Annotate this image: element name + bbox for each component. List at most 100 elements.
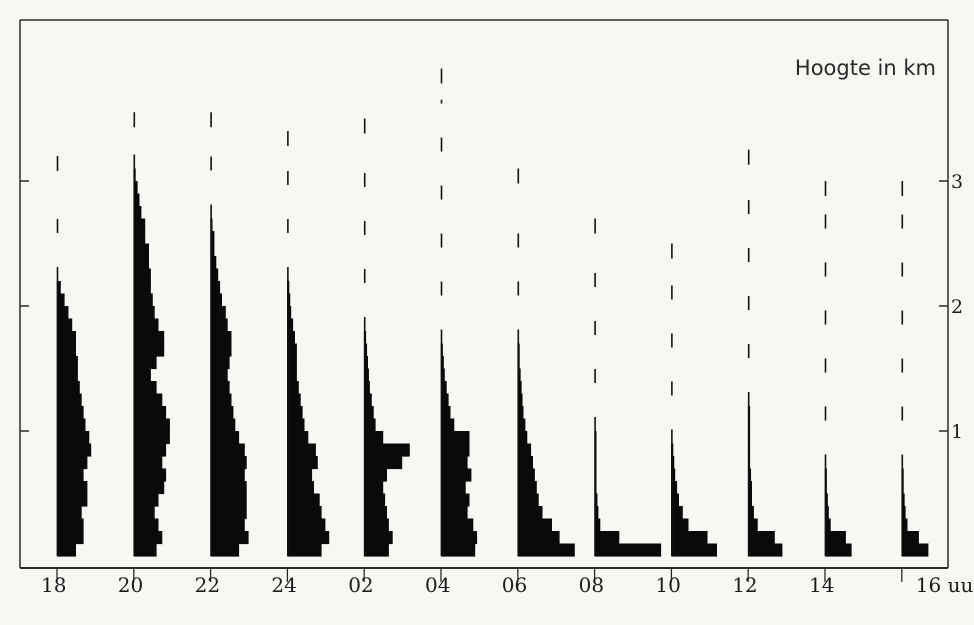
profile-06 <box>517 168 575 557</box>
profile-bar <box>364 456 403 470</box>
profile-bar <box>825 531 846 545</box>
x-tick-label: 04 <box>425 573 450 597</box>
x-tick-label: 24 <box>271 573 296 597</box>
profile-bar <box>287 406 303 420</box>
profile-bar <box>441 381 447 395</box>
profile-bar <box>210 443 245 457</box>
profile-bar <box>517 381 522 395</box>
profile-14 <box>824 181 852 557</box>
profile-bar <box>57 518 84 532</box>
y-tick-labels: 1 2 3 <box>951 171 963 443</box>
profile-bar <box>364 368 369 382</box>
profile-bar <box>517 481 537 495</box>
profile-bar <box>210 468 245 482</box>
profile-bar <box>441 518 474 532</box>
profile-bar <box>57 343 76 357</box>
profile-bar <box>364 443 410 457</box>
profile-02 <box>363 118 410 557</box>
profile-bar <box>287 518 326 532</box>
profile-bar <box>364 468 387 482</box>
profile-bar <box>364 381 370 395</box>
profile-bar <box>517 418 526 432</box>
x-tick-label: 06 <box>502 573 527 597</box>
profile-bar <box>287 543 322 557</box>
profile-bar <box>57 406 84 420</box>
profile-bar <box>671 481 678 495</box>
profile-bar <box>57 531 84 545</box>
profile-bar <box>517 543 575 557</box>
profile-bar <box>133 218 146 232</box>
profile-bar <box>133 368 151 382</box>
profile-bar <box>287 443 316 457</box>
profile-bar <box>210 431 240 445</box>
profile-bar <box>210 393 232 407</box>
profile-bar <box>671 543 717 557</box>
profile-bar <box>133 468 167 482</box>
profile-bar <box>287 468 313 482</box>
profile-bar <box>364 418 376 432</box>
profile-bar <box>671 493 679 507</box>
profile-bar <box>133 231 146 245</box>
profile-bar <box>901 506 906 520</box>
profile-bar <box>133 518 159 532</box>
profile-bar <box>364 431 384 445</box>
profile-bar <box>825 506 829 520</box>
profile-bar <box>287 431 309 445</box>
profile-bar <box>210 231 215 245</box>
profile-bar <box>441 531 478 545</box>
profile-bar <box>517 431 528 445</box>
profile-bar <box>210 406 234 420</box>
profile-bar <box>210 356 230 370</box>
profile-bar <box>671 468 676 482</box>
profile-bar <box>57 418 86 432</box>
profile-bar <box>441 443 470 457</box>
profile-bar <box>287 331 295 345</box>
x-tick-label: 02 <box>348 573 373 597</box>
profile-bar <box>133 331 165 345</box>
profile-bar <box>287 318 294 332</box>
profile-bar <box>441 356 444 370</box>
profile-22 <box>210 112 249 557</box>
x-tick-label: 08 <box>579 573 604 597</box>
profile-bar <box>441 406 451 420</box>
profile-bar <box>517 493 539 507</box>
profile-bar <box>133 293 153 307</box>
profile-bar <box>287 493 320 507</box>
profile-bar <box>901 531 919 545</box>
profile-bar <box>594 518 601 532</box>
profile-bar <box>133 456 163 470</box>
profile-bar <box>57 493 88 507</box>
profile-bar <box>133 431 170 445</box>
profile-bar <box>517 406 524 420</box>
profile-bar <box>517 368 521 382</box>
profile-bar <box>441 456 468 470</box>
profile-bar <box>133 418 170 432</box>
profile-bar <box>748 518 758 532</box>
profile-bar <box>517 506 543 520</box>
profile-bar <box>901 518 908 532</box>
profile-bar <box>364 393 372 407</box>
profile-bar <box>287 368 297 382</box>
profile-bar <box>210 531 249 545</box>
profile-bar <box>210 343 232 357</box>
profile-bar <box>210 243 215 257</box>
profile-bar <box>364 406 374 420</box>
profile-bar <box>517 393 523 407</box>
profile-18 <box>56 156 92 557</box>
profile-bar <box>57 281 61 295</box>
profile-bar <box>287 481 314 495</box>
profile-bar <box>517 518 552 532</box>
profile-bar <box>133 206 142 220</box>
profile-bar <box>441 481 466 495</box>
profile-bar <box>441 418 455 432</box>
profile-bar <box>133 493 159 507</box>
profile-bar <box>441 431 470 445</box>
profile-bar <box>210 381 230 395</box>
x-tick-label: 16 uur <box>916 573 974 597</box>
profile-bar <box>594 531 620 545</box>
profile-bar <box>287 418 305 432</box>
profile-bar <box>671 518 689 532</box>
profile-bar <box>57 481 88 495</box>
profile-bar <box>133 256 149 270</box>
